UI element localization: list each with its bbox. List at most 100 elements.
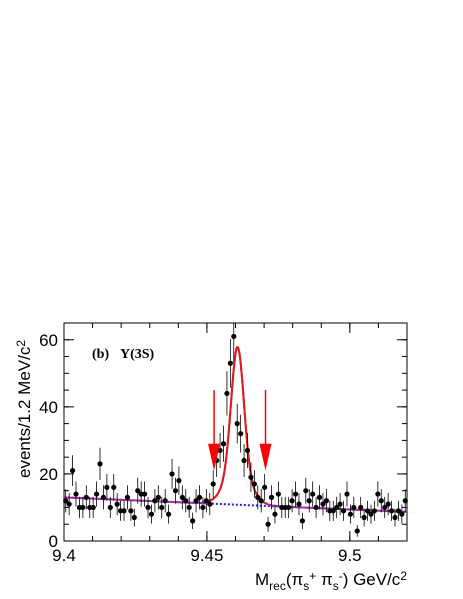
data-marker [262, 484, 268, 490]
data-point [104, 473, 110, 501]
data-marker [241, 457, 247, 464]
x-tick-label: 9.5 [338, 546, 362, 565]
data-point [344, 481, 350, 507]
annotation-tag: (b) [92, 347, 109, 362]
data-point [220, 425, 227, 462]
data-marker [196, 494, 203, 500]
data-marker [145, 504, 151, 511]
x-tick-label: 9.45 [190, 546, 223, 565]
data-marker [385, 501, 391, 507]
data-marker [114, 501, 120, 507]
signal-window-arrow [208, 390, 221, 471]
data-point [148, 504, 155, 524]
data-point [207, 492, 213, 516]
data-point [80, 496, 86, 519]
data-marker [234, 421, 240, 427]
data-marker [203, 498, 209, 504]
data-marker [162, 498, 168, 504]
data-point [159, 496, 165, 519]
data-point [66, 492, 72, 516]
data-marker [172, 488, 179, 494]
data-point [176, 466, 182, 495]
data-point [227, 338, 233, 388]
data-marker [306, 498, 312, 504]
data-point [395, 500, 402, 521]
data-point [183, 489, 189, 513]
data-marker [100, 494, 107, 500]
data-point [224, 371, 230, 416]
data-marker [258, 498, 264, 504]
data-marker [210, 481, 216, 487]
data-point [97, 447, 103, 480]
data-point [258, 489, 264, 513]
data-point [286, 496, 292, 519]
data-marker [272, 511, 278, 517]
data-point [340, 500, 347, 521]
data-marker [299, 518, 305, 524]
data-marker [169, 471, 175, 477]
data-marker [395, 508, 402, 514]
data-marker [176, 478, 182, 484]
arrow-head [208, 443, 221, 471]
data-marker [207, 501, 213, 507]
data-marker [73, 491, 79, 497]
x-axis-title: Mrec(πs+ πs-) GeV/c2​ [255, 569, 407, 593]
data-point [155, 485, 161, 510]
y-tick-label: 0 [49, 532, 58, 551]
data-point [244, 433, 251, 468]
data-point [368, 504, 374, 524]
data-point [303, 477, 309, 504]
data-point [93, 481, 100, 507]
data-marker [166, 511, 172, 517]
data-point [131, 508, 137, 527]
data-point [313, 496, 319, 519]
data-point [73, 481, 79, 507]
data-marker [286, 504, 292, 511]
data-marker [248, 474, 254, 480]
data-points [63, 323, 408, 537]
data-marker [200, 504, 206, 511]
data-marker [265, 521, 271, 527]
data-marker [148, 511, 155, 517]
data-marker [392, 514, 398, 521]
data-point [128, 500, 134, 521]
data-point [265, 516, 271, 532]
data-point [375, 481, 381, 507]
data-point [63, 489, 69, 513]
data-marker [368, 511, 374, 517]
data-point [371, 500, 378, 521]
signal-window-arrows [208, 390, 272, 471]
data-marker [378, 498, 384, 504]
data-marker [183, 498, 189, 504]
data-point [203, 489, 209, 513]
data-point [135, 477, 141, 504]
data-marker [371, 508, 378, 514]
data-point [124, 485, 131, 510]
data-marker [313, 504, 319, 511]
data-marker [310, 491, 316, 497]
data-marker [121, 508, 127, 514]
data-point [399, 504, 405, 524]
signal-window-arrow [259, 390, 272, 471]
data-marker [347, 511, 354, 517]
data-point [142, 481, 148, 507]
data-point [169, 458, 175, 489]
data-marker [255, 494, 261, 500]
data-marker [292, 491, 299, 497]
data-marker [351, 504, 357, 511]
data-marker [388, 508, 395, 514]
data-point [358, 496, 364, 519]
data-point [166, 504, 172, 524]
data-marker [316, 494, 323, 500]
data-point [334, 496, 340, 519]
data-point [121, 500, 127, 521]
data-point [385, 492, 391, 516]
data-marker [358, 504, 364, 511]
data-point [347, 504, 354, 524]
data-marker [220, 441, 227, 447]
y-tick-label: 20 [39, 465, 58, 484]
data-point [107, 496, 113, 519]
y-tick-label: 60 [39, 331, 58, 350]
data-point [351, 496, 357, 519]
data-point [402, 489, 408, 513]
